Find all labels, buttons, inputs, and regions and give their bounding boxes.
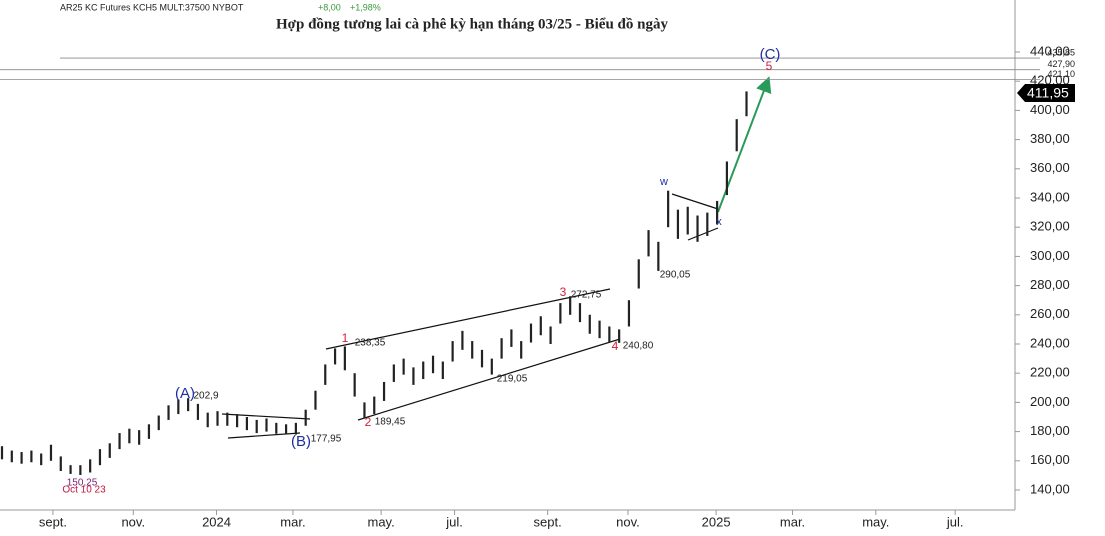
last-price-box <box>1017 83 1075 102</box>
y-tick-label: 440,00 <box>1030 43 1070 58</box>
annotation: 240,80 <box>623 341 654 352</box>
ref-label: 435,85 <box>1047 47 1075 57</box>
annotation: 2 <box>365 415 372 429</box>
y-tick-label: 280,00 <box>1030 277 1070 292</box>
annotation: 272,75 <box>571 290 602 301</box>
annotation: 5 <box>766 59 773 73</box>
last-price-label: 411,95 <box>1027 85 1069 101</box>
annotation: 202,9 <box>193 391 218 402</box>
x-tick-label: may. <box>862 514 889 529</box>
projection-arrow <box>717 76 772 213</box>
annotation: 3 <box>560 285 567 299</box>
header: AR25 KC Futures KCH5 MULT:37500 NYBOT <box>60 2 244 12</box>
x-tick-label: jul. <box>445 514 463 529</box>
y-tick-label: 300,00 <box>1030 248 1070 263</box>
x-tick-label: mar. <box>780 514 805 529</box>
annotation: x <box>716 216 722 228</box>
x-tick-label: nov. <box>121 514 145 529</box>
annotation: Oct 10 23 <box>62 485 106 496</box>
annotation: 290,05 <box>660 270 691 281</box>
change: +8,00 <box>318 2 341 12</box>
trendlines <box>221 193 719 439</box>
annotation: 219,05 <box>497 374 528 385</box>
y-tick-label: 400,00 <box>1030 102 1070 117</box>
x-tick-label: 2024 <box>202 514 231 529</box>
annotation: (B) <box>291 433 311 450</box>
annotation: 150,25 <box>67 478 98 489</box>
annotation: (C) <box>760 46 781 63</box>
x-tick-label: mar. <box>280 514 305 529</box>
ref-label: 421,10 <box>1047 69 1075 79</box>
y-tick-label: 340,00 <box>1030 189 1070 204</box>
y-tick-label: 320,00 <box>1030 219 1070 234</box>
annotation: 177,95 <box>311 434 342 445</box>
y-tick-label: 240,00 <box>1030 335 1070 350</box>
y-tick-label: 200,00 <box>1030 394 1070 409</box>
annotation: 238,35 <box>355 338 386 349</box>
x-tick-label: nov. <box>616 514 640 529</box>
annotation: (A) <box>175 385 195 402</box>
annotation: 1 <box>342 331 349 345</box>
x-tick-label: jul. <box>946 514 964 529</box>
x-tick-label: sept. <box>534 514 562 529</box>
x-tick-label: may. <box>368 514 395 529</box>
y-tick-label: 360,00 <box>1030 160 1070 175</box>
y-tick-label: 220,00 <box>1030 365 1070 380</box>
y-tick-label: 260,00 <box>1030 306 1070 321</box>
ref-label: 427,90 <box>1047 59 1075 69</box>
y-tick-label: 420,00 <box>1030 73 1070 88</box>
annotation: w <box>659 176 668 188</box>
y-tick-label: 160,00 <box>1030 452 1070 467</box>
x-tick-label: sept. <box>39 514 67 529</box>
chart-title: Hợp đồng tương lai cà phê kỳ hạn tháng 0… <box>276 16 668 32</box>
y-tick-label: 180,00 <box>1030 423 1070 438</box>
y-tick-label: 380,00 <box>1030 131 1070 146</box>
annotation: 189,45 <box>375 417 406 428</box>
change-pct: +1,98% <box>350 2 381 12</box>
annotation: 4 <box>612 339 619 353</box>
x-tick-label: 2025 <box>702 514 731 529</box>
y-tick-label: 140,00 <box>1030 481 1070 496</box>
